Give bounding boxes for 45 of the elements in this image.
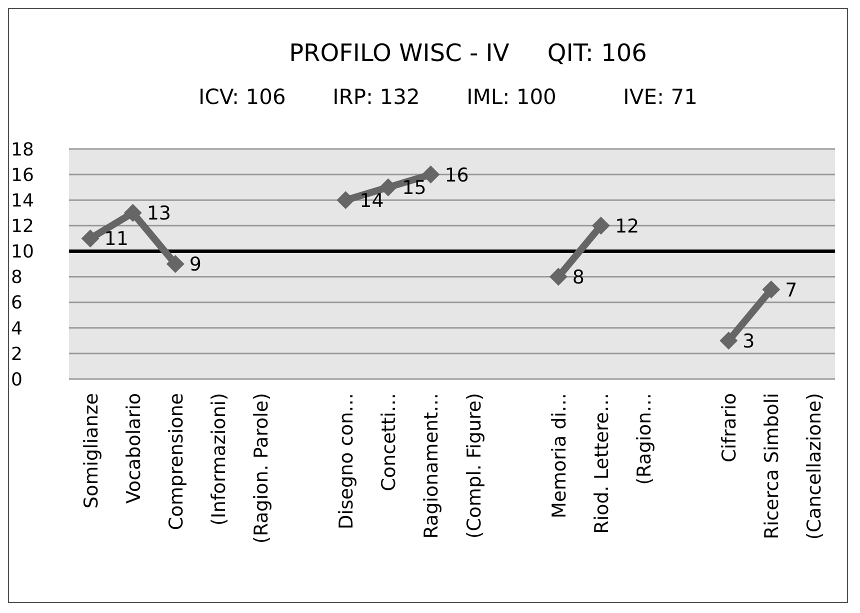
x-tick-label: Concetti… xyxy=(378,393,400,492)
chart-title: PROFILO WISC - IV QIT: 106 xyxy=(288,39,648,67)
x-tick-label: Somiglianze xyxy=(80,393,102,508)
x-tick-label: (Cancellazione) xyxy=(804,393,826,540)
x-tick-label: (Ragion… xyxy=(634,393,656,485)
x-tick-label: Ragionament… xyxy=(420,393,443,539)
y-tick-label: 18 xyxy=(11,139,34,160)
data-label: 12 xyxy=(614,215,640,238)
data-label: 15 xyxy=(402,177,426,200)
x-tick-label: Cifrario xyxy=(718,393,741,462)
data-label: 16 xyxy=(444,164,469,186)
data-label: 13 xyxy=(146,202,172,225)
data-label: 7 xyxy=(785,279,798,302)
chart-subtitle: ICV: 106 IRP: 132 IML: 100 IVE: 71 xyxy=(198,85,698,109)
x-tick-label: Disegno con… xyxy=(336,393,358,530)
y-tick-label: 16 xyxy=(11,164,34,186)
data-label: 9 xyxy=(189,254,202,276)
y-tick-label: 8 xyxy=(11,267,22,288)
x-tick-label: Memoria di… xyxy=(548,393,570,518)
x-tick-label: Riod. Lettere… xyxy=(590,393,613,534)
x-tick-label: Ricerca Simboli xyxy=(761,393,784,540)
point xyxy=(720,332,738,350)
y-tick-label: 10 xyxy=(11,242,34,263)
point xyxy=(166,255,184,273)
x-tick-label: (Ragion. Parole) xyxy=(250,393,272,544)
point xyxy=(81,229,100,248)
data-label: 8 xyxy=(572,266,584,289)
x-tick-label: (Compl. Figure) xyxy=(463,393,486,539)
data-label: 14 xyxy=(360,190,384,212)
data-label: 3 xyxy=(742,330,755,352)
data-label: 11 xyxy=(104,228,128,250)
point xyxy=(124,204,142,222)
x-tick-label: (Informazioni) xyxy=(208,393,230,526)
point xyxy=(592,216,610,235)
y-tick-label: 0 xyxy=(11,369,22,390)
point xyxy=(336,191,355,210)
x-tick-label: Vocabolario xyxy=(122,393,145,504)
y-tick-label: 4 xyxy=(11,318,22,340)
x-tick-label: Comprensione xyxy=(165,393,188,530)
y-tick-label: 12 xyxy=(11,216,34,238)
point xyxy=(762,280,780,299)
y-tick-label: 2 xyxy=(11,344,22,365)
y-tick-label: 6 xyxy=(11,292,22,314)
point xyxy=(549,268,568,286)
y-tick-label: 14 xyxy=(11,190,34,212)
